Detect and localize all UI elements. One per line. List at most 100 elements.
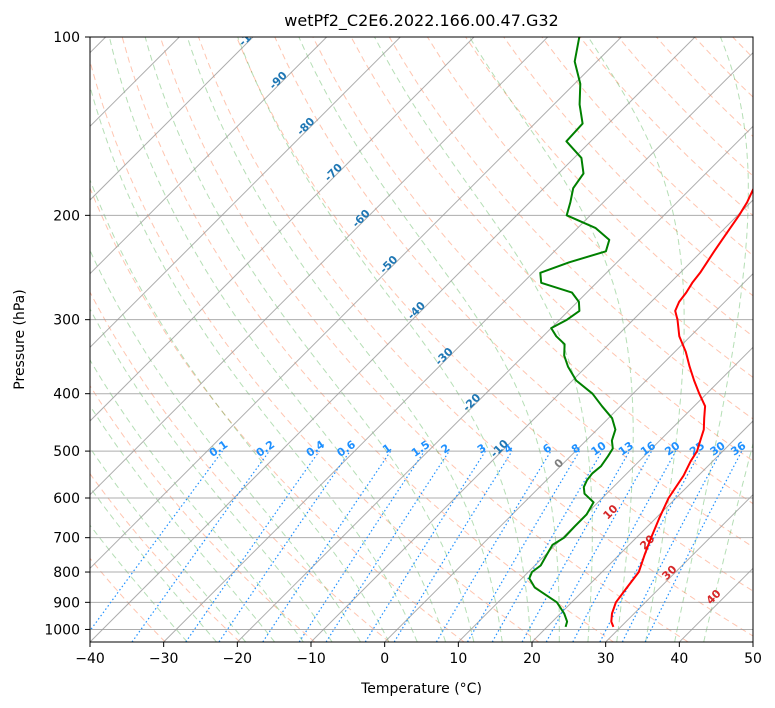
isotherm-label: -40 — [405, 299, 428, 322]
chart-title: wetPf2_C2E6.2022.166.00.47.G32 — [284, 11, 558, 31]
isotherm-label: -20 — [460, 391, 483, 414]
mixing-ratio-line — [325, 450, 450, 642]
isotherm-label: -60 — [350, 207, 373, 230]
isotherm-label: -50 — [377, 253, 400, 276]
dry-adiabat-line — [426, 37, 753, 378]
isotherm-label: -30 — [432, 345, 455, 368]
theta-e-label: 10 — [601, 502, 621, 522]
moist-adiabat-line — [237, 37, 532, 642]
y-tick-label: 300 — [53, 313, 80, 329]
mixing-ratio-label: 20 — [662, 439, 682, 459]
moist-adiabat-line — [374, 37, 593, 642]
mixing-ratio-line — [298, 450, 425, 642]
y-tick-label: 200 — [53, 208, 80, 224]
mixing-ratio-line — [90, 450, 223, 632]
mixing-ratio-label: 0.1 — [207, 438, 230, 460]
isotherm-gridline — [236, 125, 753, 642]
temperature-profile-line — [610, 187, 753, 628]
isotherm-gridline — [752, 641, 753, 642]
y-tick-label: 1000 — [44, 622, 80, 638]
isotherm-label: -100 — [236, 20, 265, 49]
mixing-ratio-label: 8 — [569, 441, 583, 456]
mixing-ratio-line — [262, 450, 392, 642]
moist-adiabat-line — [108, 37, 446, 642]
moist-adiabat-line — [90, 404, 275, 642]
mixing-ratio-label: 2 — [439, 441, 453, 456]
isotherm-label: -70 — [322, 161, 345, 184]
mixing-ratio-line — [131, 450, 270, 642]
dewpoint-profile-line — [528, 37, 617, 628]
dry-adiabat-line — [90, 384, 316, 642]
isotherm-gridline — [384, 272, 753, 642]
isotherm-gridline — [163, 51, 753, 642]
mixing-ratio-label: 0.4 — [304, 438, 328, 460]
dry-adiabat-line — [465, 37, 753, 338]
moist-adiabat-line — [90, 524, 188, 642]
y-tick-label: 600 — [53, 491, 80, 507]
moist-adiabats — [90, 37, 753, 642]
x-tick-label: 50 — [744, 651, 762, 667]
x-tick-label: 20 — [523, 651, 541, 667]
dry-adiabat-line — [90, 186, 465, 642]
dry-adiabat-line — [732, 37, 753, 59]
dry-adiabat-line — [90, 291, 390, 642]
dry-adiabat-line — [90, 59, 540, 642]
moist-adiabat-line — [90, 84, 418, 642]
moist-adiabat-line — [90, 447, 247, 642]
moist-adiabat-line — [90, 486, 217, 642]
moist-adiabat-line — [90, 178, 390, 642]
x-axis-label: Temperature (°C) — [360, 681, 482, 697]
x-axis-ticks: −40 −30 −20 −10 0 10 20 30 40 50 — [75, 642, 762, 667]
mixing-ratio-label: 3 — [475, 441, 489, 456]
moist-adiabat-line — [703, 441, 753, 642]
y-tick-label: 900 — [53, 595, 80, 611]
mixing-ratio-line — [545, 450, 653, 642]
mixing-ratio-label: 10 — [589, 439, 609, 459]
x-tick-label: −10 — [296, 651, 326, 667]
isotherm-gridline — [90, 37, 549, 496]
dry-adiabat-line — [656, 37, 753, 138]
isotherm-gridline — [310, 199, 753, 642]
dry-adiabat-line — [312, 37, 753, 505]
mixing-ratio-line — [218, 450, 351, 642]
plot-frame — [89, 36, 754, 643]
mixing-ratio-label: 16 — [638, 439, 658, 459]
theta-e-label: 30 — [659, 563, 679, 583]
moist-adiabat-line — [186, 37, 503, 642]
moist-adiabat-line — [674, 37, 749, 642]
dry-adiabat-line — [274, 37, 753, 548]
mixing-ratio-label: 1.5 — [409, 438, 432, 460]
isotherm-label: -90 — [267, 69, 290, 92]
x-tick-label: 0 — [380, 651, 389, 667]
mixing-ratio-line — [393, 450, 513, 642]
x-tick-label: −20 — [223, 651, 253, 667]
mixing-ratio-line — [644, 450, 743, 642]
x-tick-label: −30 — [149, 651, 179, 667]
isotherm-gridline — [90, 37, 401, 349]
theta-e-label: 0 — [552, 456, 567, 471]
dry-adiabat-line — [541, 37, 753, 257]
x-tick-label: −40 — [75, 651, 105, 667]
sounding-series — [528, 37, 753, 628]
dry-adiabat-line — [503, 37, 753, 297]
moist-adiabat-line — [587, 37, 685, 642]
overlay-labels: 0.1 0.2 0.4 0.6 1 1.5 2 3 4 6 8 10 13 16 20 25 30 36-100-… — [207, 20, 749, 607]
theta-e-label: 40 — [704, 587, 724, 607]
isotherm-gridline — [605, 493, 753, 642]
y-tick-label: 800 — [53, 565, 80, 581]
y-axis-label: Pressure (hPa) — [12, 289, 28, 389]
dry-adiabat-line — [90, 472, 241, 642]
y-axis-ticks: 100 200 300 400 500 600 700 800 900 1000 — [44, 30, 90, 638]
mixing-ratio-label: 0.2 — [254, 438, 277, 460]
mixing-ratio-line — [185, 450, 320, 642]
mixing-ratio-label: 1 — [380, 441, 394, 456]
dry-adiabat-line — [236, 37, 753, 592]
moist-adiabat-line — [144, 37, 475, 642]
isotherm-label: -80 — [294, 115, 317, 138]
y-tick-label: 100 — [53, 30, 80, 46]
isotherm-gridline — [90, 37, 622, 570]
isotherm-gridline — [90, 37, 475, 422]
moist-adiabat-line — [90, 308, 333, 642]
mixing-ratio-line — [572, 450, 677, 642]
